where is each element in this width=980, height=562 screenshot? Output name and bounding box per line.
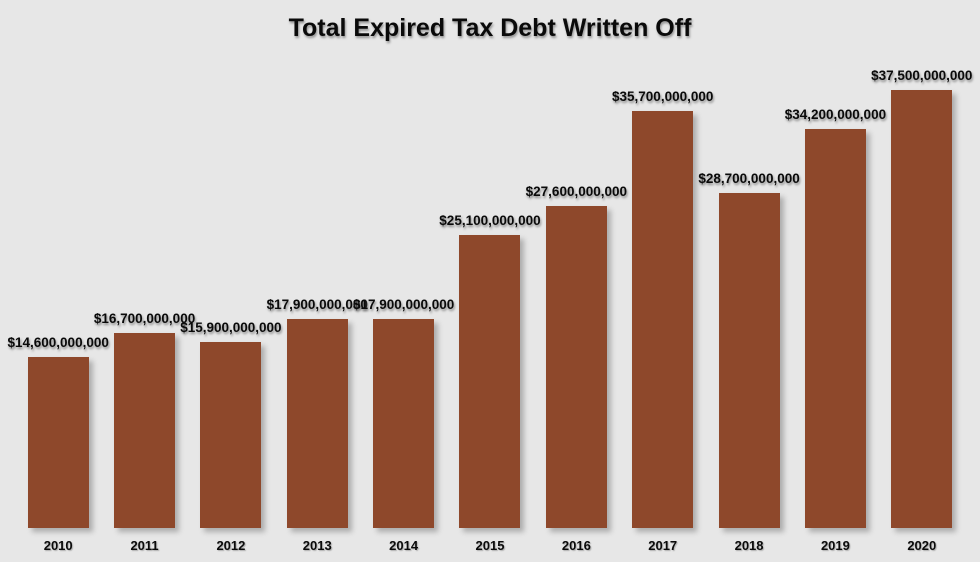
bar-value-label: $37,500,000,000 xyxy=(871,68,973,83)
bar-column: $37,500,000,000 2020 xyxy=(871,0,972,562)
bar-column: $14,600,000,000 2010 xyxy=(8,0,109,562)
bar xyxy=(545,206,607,528)
bar-value-label: $15,900,000,000 xyxy=(180,320,282,335)
bar-column: $15,900,000,000 2012 xyxy=(180,0,281,562)
bar xyxy=(718,193,780,528)
x-axis-label: 2020 xyxy=(907,537,937,553)
bar-column: $28,700,000,000 2018 xyxy=(698,0,799,562)
x-axis-label: 2012 xyxy=(216,537,246,553)
bar-value-label: $28,700,000,000 xyxy=(698,171,800,186)
bar-value-label: $34,200,000,000 xyxy=(784,107,887,122)
bar-column: $16,700,000,000 2011 xyxy=(94,0,195,562)
bar-value-label: $17,900,000,000 xyxy=(352,297,455,312)
bar xyxy=(200,342,262,528)
chart-title: Total Expired Tax Debt Written Off xyxy=(288,14,692,42)
bar-column: $34,200,000,000 2019 xyxy=(785,0,886,562)
bar-value-label: $35,700,000,000 xyxy=(612,89,714,104)
bar-value-label: $14,600,000,000 xyxy=(7,335,109,350)
bar xyxy=(373,319,435,528)
bar xyxy=(114,333,176,528)
x-axis-label: 2013 xyxy=(302,537,332,553)
bar-column: $17,900,000,000 2014 xyxy=(353,0,454,562)
x-axis-label: 2018 xyxy=(734,537,764,553)
bar xyxy=(286,319,348,528)
bar-value-label: $25,100,000,000 xyxy=(439,213,541,228)
plot-area: $14,600,000,000 2010 $16,700,000,000 2011 $1… xyxy=(8,0,973,562)
x-axis-label: 2019 xyxy=(820,537,850,553)
bar xyxy=(804,129,866,528)
x-axis-label: 2014 xyxy=(389,537,419,553)
bar-value-label: $16,700,000,000 xyxy=(93,311,196,326)
bar-column: $25,100,000,000 2015 xyxy=(439,0,540,562)
bar-column: $17,900,000,000 2013 xyxy=(267,0,368,562)
bar xyxy=(459,235,521,528)
bar xyxy=(27,357,89,528)
x-axis-label: 2017 xyxy=(648,537,678,553)
bar-column: $35,700,000,000 2017 xyxy=(612,0,713,562)
bar-value-label: $27,600,000,000 xyxy=(525,184,628,199)
x-axis-label: 2011 xyxy=(130,537,159,553)
bar xyxy=(632,111,694,528)
x-axis-label: 2016 xyxy=(561,537,591,553)
x-axis-label: 2010 xyxy=(43,537,73,553)
bar-value-label: $17,900,000,000 xyxy=(266,297,368,312)
x-axis-label: 2015 xyxy=(475,537,505,553)
bar xyxy=(891,90,953,528)
bar-column: $27,600,000,000 2016 xyxy=(526,0,627,562)
